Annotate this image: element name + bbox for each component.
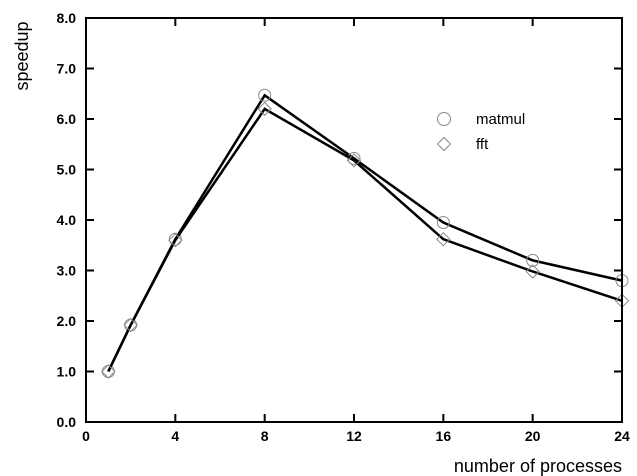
- legend-marker-matmul: [438, 113, 451, 126]
- legend-label-fft: fft: [476, 136, 489, 153]
- y-tick-label: 6.0: [57, 111, 77, 127]
- x-tick-label: 24: [614, 428, 630, 444]
- legend: matmul fft: [438, 111, 526, 153]
- x-tick-label: 0: [82, 428, 90, 444]
- legend-marker-fft: [438, 138, 451, 151]
- y-tick-label: 2.0: [57, 313, 77, 329]
- x-axis-ticks: 0 4 8 12 16 20 24: [82, 18, 630, 444]
- y-tick-label: 0.0: [57, 414, 77, 430]
- y-tick-label: 3.0: [57, 263, 77, 279]
- plot-series: [102, 89, 629, 378]
- x-tick-label: 16: [436, 428, 452, 444]
- y-tick-label: 5.0: [57, 162, 77, 178]
- x-axis-title: number of processes: [454, 456, 622, 476]
- x-tick-label: 4: [171, 428, 179, 444]
- legend-label-matmul: matmul: [476, 111, 525, 128]
- x-tick-label: 20: [525, 428, 541, 444]
- x-tick-label: 12: [346, 428, 362, 444]
- y-tick-label: 8.0: [57, 10, 77, 26]
- y-axis-ticks: 0.0 1.0 2.0 3.0 4.0 5.0 6.0 7.0 8.0: [57, 10, 622, 430]
- y-tick-label: 4.0: [57, 212, 77, 228]
- y-axis-title: speedup: [12, 21, 32, 90]
- plot-frame: [86, 18, 622, 422]
- series-line-matmul: [108, 95, 622, 371]
- y-tick-label: 7.0: [57, 61, 77, 77]
- series-line-fft: [108, 109, 622, 372]
- x-tick-label: 8: [261, 428, 269, 444]
- y-tick-label: 1.0: [57, 364, 77, 380]
